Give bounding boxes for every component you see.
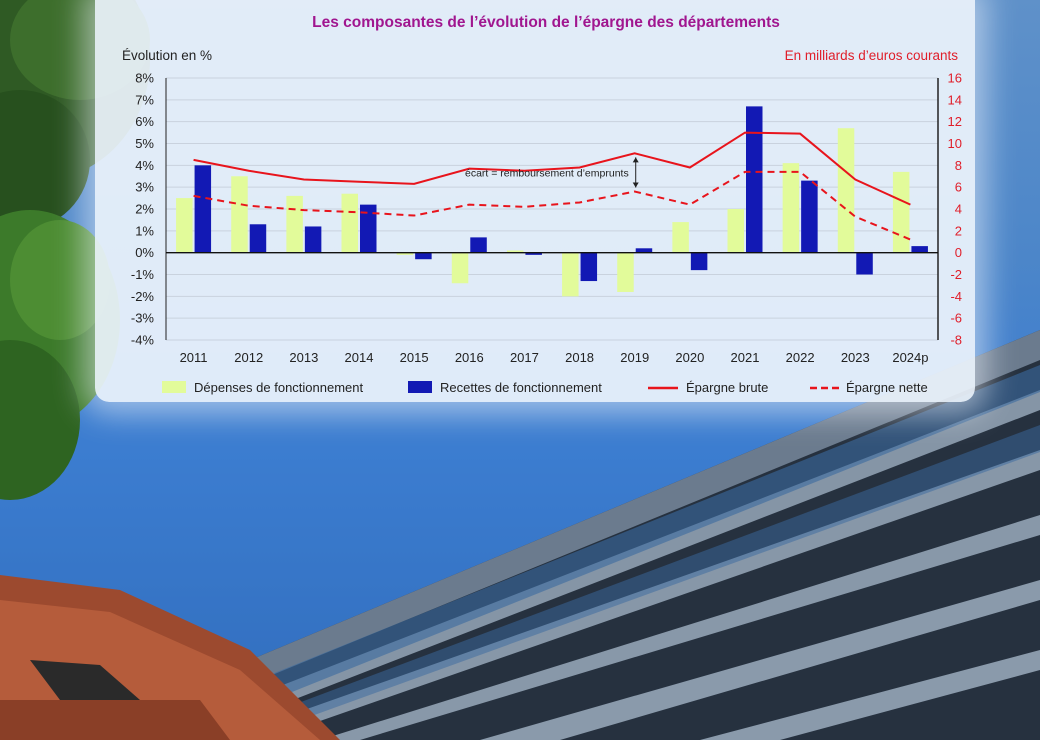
bar-depenses xyxy=(727,209,744,253)
annotation-arrowhead-top xyxy=(632,157,639,163)
x-tick-label: 2024p xyxy=(892,350,928,365)
bars xyxy=(176,106,928,297)
x-tick-label: 2016 xyxy=(455,350,484,365)
right-tick-label: -6 xyxy=(950,311,962,326)
left-tick-label: 7% xyxy=(135,92,154,107)
bar-recettes xyxy=(911,246,928,253)
bar-depenses xyxy=(782,163,800,253)
right-tick-label: 10 xyxy=(948,136,962,151)
bar-recettes xyxy=(580,252,598,282)
x-tick-label: 2012 xyxy=(234,350,263,365)
bar-depenses xyxy=(286,195,303,253)
left-axis-label: Évolution en % xyxy=(122,48,212,63)
bar-recettes xyxy=(746,106,763,253)
x-tick-label: 2014 xyxy=(345,350,374,365)
legend-label-recettes: Recettes de fonctionnement xyxy=(440,380,602,395)
x-tick-label: 2015 xyxy=(400,350,429,365)
line-epargne-nette xyxy=(193,170,911,241)
x-tick-label: 2020 xyxy=(675,350,704,365)
left-tick-label: 4% xyxy=(135,158,154,173)
left-tick-label: 0% xyxy=(135,245,154,260)
bar-depenses xyxy=(176,198,193,253)
axes xyxy=(165,78,939,340)
bar-depenses xyxy=(506,250,524,253)
bar-depenses xyxy=(892,171,910,253)
x-tick-label: 2013 xyxy=(289,350,318,365)
legend-swatch-recettes xyxy=(408,381,432,393)
bar-recettes xyxy=(360,204,377,253)
x-tick-label: 2021 xyxy=(731,350,760,365)
bar-recettes xyxy=(415,252,432,260)
right-axis-label: En milliards d’euros courants xyxy=(785,48,959,63)
annotation: écart = remboursement d’emprunts xyxy=(465,157,639,188)
right-tick-label: 2 xyxy=(955,223,962,238)
right-tick-label: 12 xyxy=(948,114,962,129)
legend-label-nette: Épargne nette xyxy=(846,380,928,395)
legend: Dépenses de fonctionnement Recettes de fo… xyxy=(162,380,928,395)
legend-label-depenses: Dépenses de fonctionnement xyxy=(194,380,364,395)
x-tick-label: 2017 xyxy=(510,350,539,365)
left-tick-label: -3% xyxy=(131,311,155,326)
x-tick-label: 2011 xyxy=(180,350,208,365)
brick-building xyxy=(0,575,340,740)
right-tick-label: 8 xyxy=(955,158,962,173)
x-tick-label: 2023 xyxy=(841,350,870,365)
bar-recettes xyxy=(194,165,212,253)
left-tick-label: 3% xyxy=(135,180,154,195)
bar-recettes xyxy=(801,180,818,253)
bar-depenses xyxy=(672,222,689,253)
x-tick-label: 2022 xyxy=(786,350,815,365)
right-tick-label: 0 xyxy=(955,245,962,260)
bar-depenses xyxy=(837,128,855,253)
x-tick-label: 2018 xyxy=(565,350,594,365)
bar-recettes xyxy=(304,226,322,253)
bar-recettes xyxy=(635,248,653,253)
left-tick-label: 8% xyxy=(135,71,154,86)
tick-labels: -4% -3% -2% -1% 0% 1% 2% 3% 4% 5% 6% 7% 8% -8 -6 -4 -2 0 2… xyxy=(131,71,962,366)
left-tick-label: -2% xyxy=(131,289,155,304)
right-tick-label: 14 xyxy=(948,92,962,107)
line-epargne-brute xyxy=(193,131,911,206)
bar-depenses xyxy=(451,252,469,284)
bar-recettes xyxy=(525,252,542,255)
right-tick-label: -4 xyxy=(950,289,962,304)
right-tick-label: -2 xyxy=(950,267,962,282)
x-tick-label: 2019 xyxy=(620,350,649,365)
bar-recettes xyxy=(856,252,873,275)
chart: Les composantes de l’évolution de l’épar… xyxy=(122,14,962,395)
bar-depenses xyxy=(231,176,248,253)
chart-title: Les composantes de l’évolution de l’épar… xyxy=(312,14,780,31)
left-tick-label: -1% xyxy=(131,267,155,282)
left-tick-label: 2% xyxy=(135,202,154,217)
bar-depenses xyxy=(396,252,414,255)
glass-building xyxy=(250,330,1040,740)
right-tick-label: 6 xyxy=(955,180,962,195)
left-tick-label: -4% xyxy=(131,333,155,348)
right-tick-label: -8 xyxy=(950,333,962,348)
annotation-label: écart = remboursement d’emprunts xyxy=(465,167,629,179)
legend-label-brute: Épargne brute xyxy=(686,380,768,395)
bar-depenses xyxy=(562,252,579,297)
left-tick-label: 5% xyxy=(135,136,154,151)
right-tick-label: 4 xyxy=(955,202,962,217)
legend-swatch-depenses xyxy=(162,381,186,393)
bar-depenses xyxy=(617,252,634,292)
bar-recettes xyxy=(470,237,487,253)
bar-recettes xyxy=(690,252,708,271)
bar-recettes xyxy=(249,224,267,253)
annotation-arrowhead-bottom xyxy=(632,182,639,188)
right-tick-label: 16 xyxy=(948,71,962,86)
lines xyxy=(193,131,911,241)
bar-depenses xyxy=(341,193,358,253)
left-tick-label: 6% xyxy=(135,114,154,129)
left-tick-label: 1% xyxy=(135,223,154,238)
